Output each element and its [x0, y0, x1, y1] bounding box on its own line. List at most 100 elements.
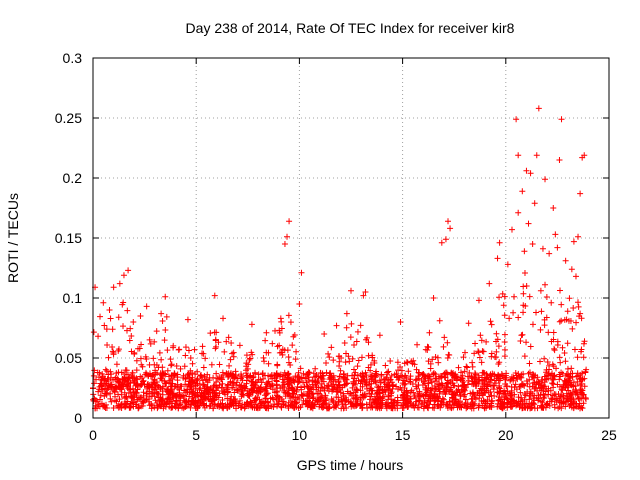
data-point-background [274, 362, 281, 369]
data-point-background [287, 361, 294, 368]
data-points [90, 105, 590, 412]
data-point-background [412, 377, 419, 384]
data-point-background [257, 388, 264, 395]
data-point-background [229, 372, 236, 379]
data-point-background [340, 390, 347, 397]
data-point-background [102, 366, 109, 373]
data-point-background [194, 389, 201, 396]
data-point-background [507, 392, 514, 399]
data-point-background [131, 350, 138, 357]
data-point-background [177, 395, 184, 402]
data-point-background [526, 293, 533, 300]
data-point-background [350, 366, 357, 373]
data-point-background [427, 395, 434, 402]
data-point-background [285, 378, 292, 385]
data-point [321, 331, 328, 337]
data-point-background [457, 398, 464, 405]
data-point-background [95, 333, 102, 340]
data-point-background [442, 374, 449, 381]
data-point-background [287, 319, 294, 326]
data-point-background [430, 369, 437, 376]
data-point-background [450, 391, 457, 398]
data-point-background [249, 351, 256, 358]
data-point-background [127, 404, 134, 411]
data-point [556, 157, 563, 163]
data-point-background [575, 395, 582, 402]
data-point-background [567, 381, 574, 388]
data-point-background [335, 379, 342, 386]
data-point-background [297, 365, 304, 372]
data-point-background [253, 396, 260, 403]
data-point-background [219, 380, 226, 387]
data-point-background [243, 370, 250, 377]
data-point-background [410, 402, 417, 409]
data-point-background [326, 401, 333, 408]
data-point-background [168, 361, 175, 368]
data-point-background [373, 371, 380, 378]
data-point [519, 188, 526, 195]
data-point-background [354, 372, 361, 379]
data-point-background [210, 383, 217, 390]
data-point [360, 292, 367, 299]
data-point-background [515, 314, 522, 321]
data-point-background [252, 395, 259, 402]
data-point-background [107, 390, 114, 397]
data-point-background [455, 402, 462, 409]
data-point-background [216, 361, 223, 368]
x-tick-label: 0 [89, 427, 97, 443]
data-point-background [110, 351, 117, 358]
data-point-background [479, 386, 486, 393]
data-point-background [429, 356, 436, 363]
data-point-background [227, 378, 234, 385]
data-point-background [560, 392, 567, 399]
data-point-background [402, 372, 409, 379]
data-point-background [365, 352, 372, 359]
data-point [579, 154, 586, 161]
data-point-background [428, 388, 435, 395]
data-point-background [338, 396, 345, 403]
data-point-background [286, 393, 293, 400]
data-point-background [131, 374, 138, 381]
data-point-background [273, 372, 280, 379]
data-point-background [260, 354, 267, 361]
data-point-background [542, 388, 549, 395]
data-point-background [340, 371, 347, 378]
data-point-background [401, 381, 408, 388]
data-point [531, 200, 538, 207]
data-point-background [168, 380, 175, 387]
data-point [442, 236, 449, 243]
data-point-background [107, 368, 114, 375]
data-point-background [144, 390, 151, 397]
data-point-background [146, 384, 153, 391]
data-point-background [177, 401, 184, 408]
data-point-background [249, 389, 256, 396]
data-point [211, 292, 218, 299]
data-point-background [187, 404, 194, 411]
data-point [552, 231, 559, 238]
data-point-background [496, 294, 503, 301]
data-point-background [515, 370, 522, 377]
data-point-background [551, 347, 558, 354]
data-point-background [167, 356, 174, 363]
data-point-background [568, 365, 575, 372]
data-point-background [346, 358, 353, 365]
data-point-background [420, 378, 427, 385]
data-point [362, 289, 369, 295]
data-point-background [431, 390, 438, 397]
data-point-background [343, 396, 350, 403]
data-point [296, 301, 303, 307]
data-point-background [168, 372, 175, 379]
data-point-background [216, 403, 223, 410]
data-point-background [512, 381, 519, 388]
data-point [430, 295, 437, 301]
data-point-background [207, 386, 214, 393]
data-point-background [529, 390, 536, 397]
data-point-background [352, 395, 359, 402]
data-point-background [550, 376, 557, 383]
data-point-background [554, 338, 561, 345]
data-point-background [419, 371, 426, 378]
data-point-background [464, 373, 471, 380]
data-point-background [572, 390, 579, 397]
data-point [263, 329, 270, 336]
data-point-background [527, 404, 534, 411]
